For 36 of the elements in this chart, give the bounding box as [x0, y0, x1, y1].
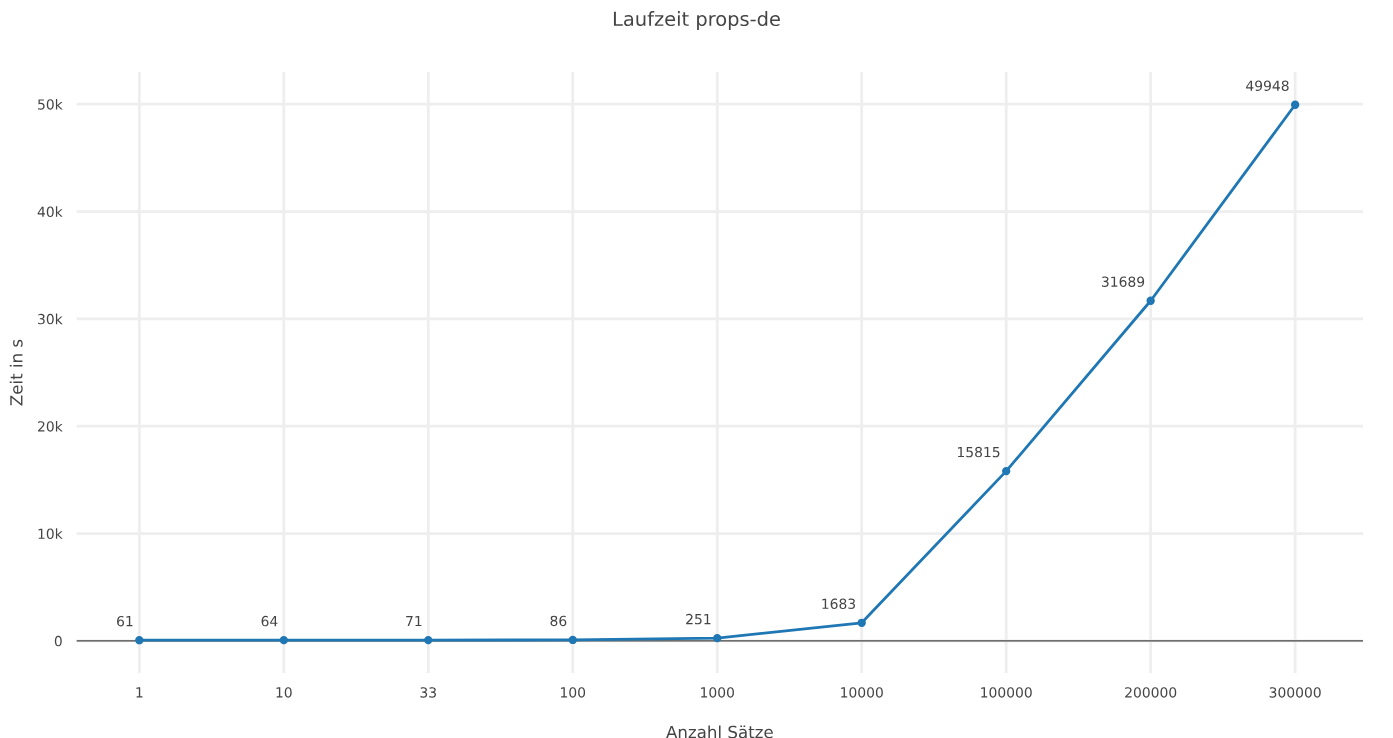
point — [1002, 466, 1011, 476]
y-tick-label: 30k — [38, 313, 63, 325]
x-tick-label: 1000 — [701, 687, 734, 698]
data-label: 64 — [261, 615, 278, 627]
y-tick-label: 40k — [37, 206, 63, 218]
point — [1290, 100, 1300, 109]
x-tick-label: 200000 — [1125, 687, 1177, 698]
data-label: 251 — [686, 613, 711, 625]
x-axis-title: Anzahl Sätze — [666, 725, 773, 738]
x-tick-label: 100 — [561, 687, 586, 698]
point — [857, 618, 866, 627]
data-label: 31689 — [1101, 276, 1145, 287]
point — [1146, 296, 1155, 305]
data-label: 71 — [406, 615, 422, 627]
point — [135, 636, 144, 645]
point — [279, 636, 288, 645]
x-tick-label: 1 — [136, 687, 143, 698]
data-label: 49948 — [1246, 80, 1289, 91]
data-label: 61 — [117, 615, 133, 627]
point — [424, 635, 433, 645]
y-tick-label: 20k — [38, 420, 63, 432]
data-label: 1683 — [822, 598, 856, 609]
x-tick-label: 10 — [276, 687, 292, 698]
y-tick-label: 0 — [54, 635, 62, 647]
chart-title: Laufzeit props-de — [613, 11, 780, 30]
x-tick-label: 300000 — [1269, 687, 1321, 698]
x-tick-label: 10000 — [841, 687, 883, 698]
x-tick-label: 33 — [420, 687, 436, 698]
point — [713, 634, 722, 643]
y-tick-label: 10k — [38, 528, 63, 540]
data-label: 86 — [550, 615, 567, 627]
point — [568, 635, 577, 645]
x-tick-label: 100000 — [981, 687, 1032, 698]
y-axis-title: Zeit in s — [9, 339, 23, 406]
data-label: 15815 — [957, 446, 1000, 458]
y-tick-label: 50k — [38, 98, 63, 110]
